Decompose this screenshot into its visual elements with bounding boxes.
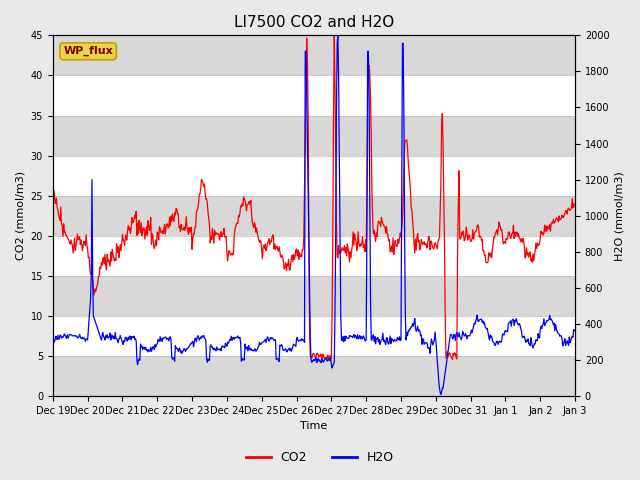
X-axis label: Time: Time bbox=[300, 421, 328, 432]
Y-axis label: CO2 (mmol/m3): CO2 (mmol/m3) bbox=[15, 171, 25, 260]
Bar bbox=[52, 36, 575, 75]
Legend: CO2, H2O: CO2, H2O bbox=[241, 446, 399, 469]
Bar bbox=[52, 196, 575, 236]
Bar bbox=[52, 116, 575, 156]
Y-axis label: H2O (mmol/m3): H2O (mmol/m3) bbox=[615, 171, 625, 261]
Title: LI7500 CO2 and H2O: LI7500 CO2 and H2O bbox=[234, 15, 394, 30]
Bar bbox=[52, 276, 575, 316]
Bar bbox=[52, 356, 575, 396]
Text: WP_flux: WP_flux bbox=[63, 46, 113, 57]
